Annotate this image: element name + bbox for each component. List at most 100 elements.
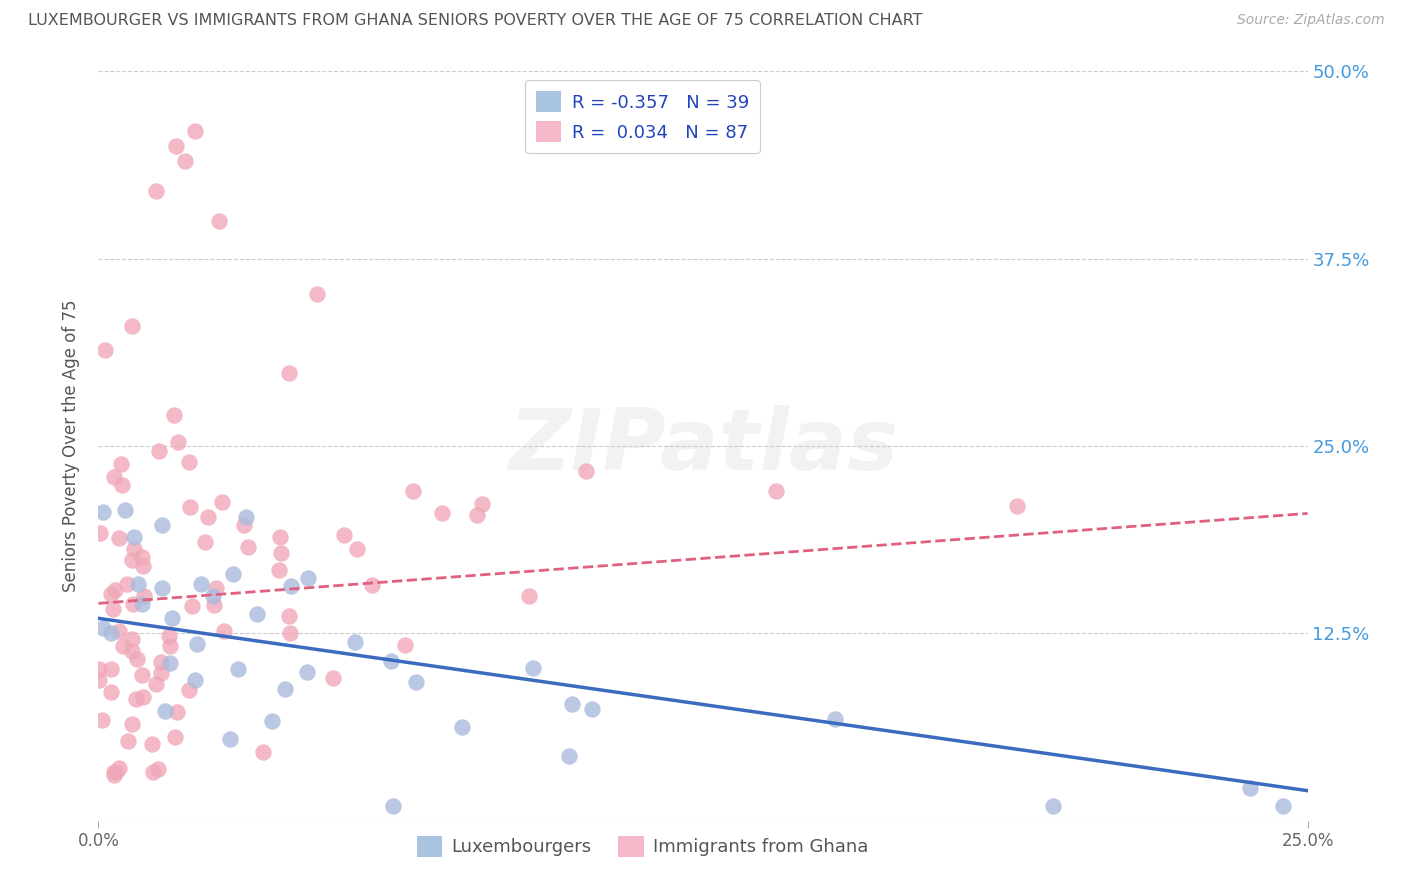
Point bbox=[145, 677, 167, 691]
Point bbox=[246, 607, 269, 621]
Point bbox=[121, 553, 143, 567]
Point bbox=[107, 531, 129, 545]
Point bbox=[165, 731, 187, 745]
Point bbox=[183, 673, 205, 688]
Point bbox=[132, 690, 155, 705]
Point bbox=[380, 654, 402, 668]
Text: LUXEMBOURGER VS IMMIGRANTS FROM GHANA SENIORS POVERTY OVER THE AGE OF 75 CORRELA: LUXEMBOURGER VS IMMIGRANTS FROM GHANA SE… bbox=[28, 13, 922, 29]
Point bbox=[91, 621, 114, 635]
Point bbox=[111, 640, 134, 654]
Point bbox=[117, 734, 139, 748]
Point bbox=[270, 546, 292, 560]
Point bbox=[260, 714, 283, 728]
Point bbox=[159, 639, 181, 653]
Y-axis label: Seniors Poverty Over the Age of 75: Seniors Poverty Over the Age of 75 bbox=[62, 300, 80, 592]
Text: Source: ZipAtlas.com: Source: ZipAtlas.com bbox=[1237, 13, 1385, 28]
Point bbox=[100, 662, 122, 676]
Point bbox=[471, 498, 494, 512]
Point bbox=[232, 517, 254, 532]
Point bbox=[121, 644, 143, 658]
Point bbox=[159, 656, 181, 670]
Point bbox=[465, 508, 488, 522]
Point bbox=[184, 124, 207, 138]
Point bbox=[222, 567, 245, 582]
Point bbox=[121, 717, 143, 731]
Point bbox=[322, 672, 344, 686]
Point bbox=[93, 343, 115, 358]
Point bbox=[131, 668, 153, 682]
Point bbox=[197, 510, 219, 524]
Point bbox=[125, 652, 148, 666]
Point bbox=[110, 457, 132, 471]
Point bbox=[153, 704, 176, 718]
Point bbox=[333, 528, 356, 542]
Point bbox=[228, 662, 250, 676]
Point bbox=[561, 698, 583, 712]
Point bbox=[89, 673, 111, 687]
Point bbox=[121, 597, 143, 611]
Point bbox=[765, 483, 787, 498]
Point bbox=[174, 154, 197, 169]
Point bbox=[430, 507, 453, 521]
Legend: Luxembourgers, Immigrants from Ghana: Luxembourgers, Immigrants from Ghana bbox=[409, 829, 876, 864]
Point bbox=[278, 626, 301, 640]
Point bbox=[190, 577, 212, 591]
Point bbox=[101, 601, 124, 615]
Point bbox=[104, 765, 127, 780]
Point bbox=[148, 444, 170, 458]
Point bbox=[581, 702, 603, 716]
Point bbox=[194, 534, 217, 549]
Point bbox=[824, 712, 846, 726]
Point bbox=[121, 632, 143, 647]
Point bbox=[186, 637, 208, 651]
Point bbox=[1272, 798, 1295, 813]
Point bbox=[218, 731, 240, 746]
Point bbox=[179, 455, 201, 469]
Point bbox=[238, 540, 260, 554]
Point bbox=[205, 581, 228, 595]
Point bbox=[277, 609, 299, 624]
Point bbox=[346, 541, 368, 556]
Point bbox=[141, 737, 163, 751]
Point bbox=[146, 762, 169, 776]
Point bbox=[297, 665, 319, 679]
Point bbox=[100, 587, 122, 601]
Point bbox=[125, 692, 148, 706]
Point bbox=[124, 541, 146, 556]
Point bbox=[179, 683, 201, 698]
Point bbox=[132, 558, 155, 573]
Point bbox=[131, 597, 153, 611]
Point bbox=[211, 495, 233, 509]
Point bbox=[142, 765, 165, 780]
Point bbox=[132, 589, 155, 603]
Point bbox=[1042, 798, 1064, 813]
Point bbox=[274, 682, 297, 697]
Point bbox=[103, 583, 125, 598]
Point bbox=[121, 319, 143, 334]
Point bbox=[150, 655, 173, 669]
Point bbox=[127, 576, 149, 591]
Point bbox=[122, 530, 145, 544]
Point bbox=[115, 576, 138, 591]
Point bbox=[252, 746, 274, 760]
Point bbox=[269, 530, 291, 544]
Point bbox=[100, 625, 122, 640]
Point bbox=[150, 581, 173, 595]
Point bbox=[90, 713, 112, 727]
Point bbox=[277, 366, 299, 380]
Point bbox=[202, 599, 225, 613]
Point bbox=[297, 571, 319, 585]
Point bbox=[269, 563, 291, 577]
Point bbox=[103, 469, 125, 483]
Point bbox=[111, 477, 134, 491]
Point bbox=[394, 638, 416, 652]
Point bbox=[405, 674, 427, 689]
Point bbox=[163, 408, 186, 422]
Point bbox=[450, 720, 472, 734]
Point bbox=[108, 761, 131, 775]
Point bbox=[150, 518, 173, 533]
Point bbox=[166, 434, 188, 449]
Point bbox=[179, 500, 201, 514]
Point bbox=[280, 579, 302, 593]
Point bbox=[160, 611, 183, 625]
